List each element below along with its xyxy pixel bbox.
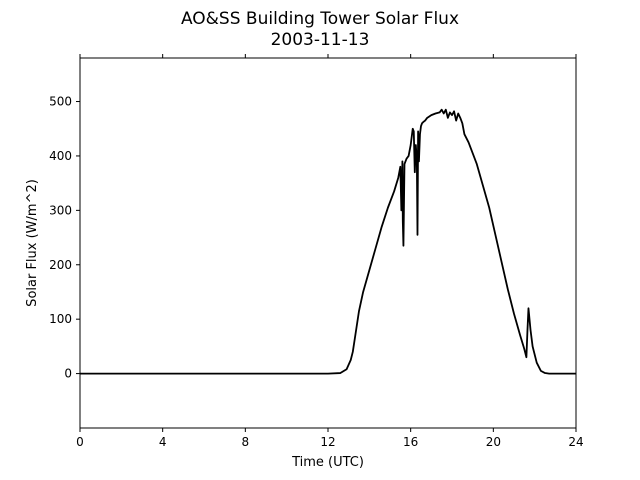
x-tick-label: 4: [159, 435, 167, 449]
x-tick-label: 12: [320, 435, 335, 449]
chart-title: AO&SS Building Tower Solar Flux: [181, 9, 459, 29]
y-axis-label: Solar Flux (W/m^2): [25, 179, 40, 307]
x-axis-label: Time (UTC): [291, 455, 364, 470]
y-tick-label: 300: [49, 203, 72, 217]
x-tick-label: 24: [568, 435, 583, 449]
y-tick-label: 0: [64, 367, 72, 381]
y-tick-label: 500: [49, 95, 72, 109]
plot-frame: [79, 57, 577, 429]
series-line-0: [80, 108, 576, 375]
plot-area: [79, 57, 577, 429]
y-tick-label: 100: [49, 312, 72, 326]
x-tick-label: 16: [403, 435, 418, 449]
x-axis-ticks: 0 4 8 12 16 20 24: [76, 54, 584, 449]
y-axis-ticks: 0 100 200 300 400 500: [49, 95, 80, 381]
y-tick-label: 200: [49, 258, 72, 272]
y-tick-label: 400: [49, 149, 72, 163]
chart-subtitle: 2003-11-13: [271, 30, 370, 50]
x-tick-label: 8: [242, 435, 250, 449]
x-tick-label: 0: [76, 435, 84, 449]
x-tick-label: 20: [486, 435, 501, 449]
